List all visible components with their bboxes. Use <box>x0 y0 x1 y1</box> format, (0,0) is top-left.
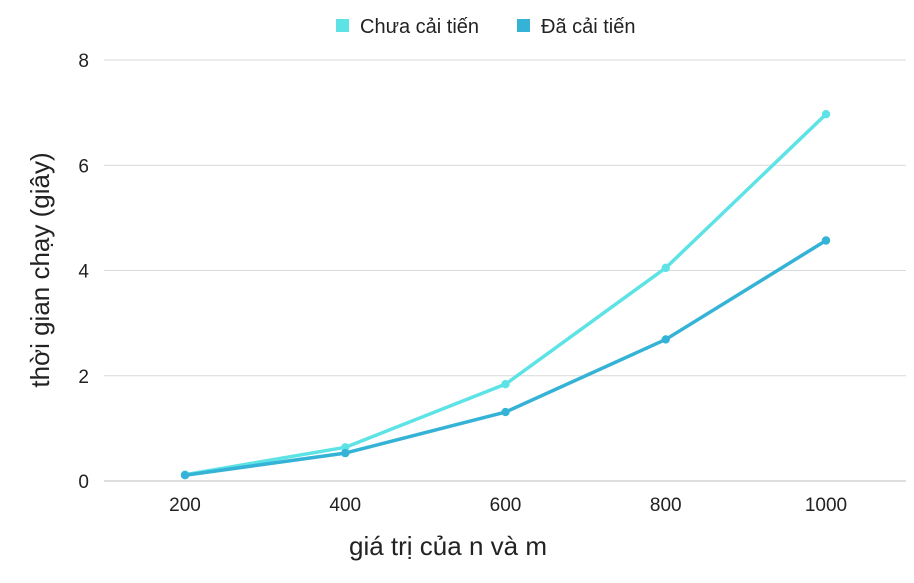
y-tick-label: 2 <box>78 367 89 388</box>
legend-label: Chưa cải tiến <box>360 16 479 38</box>
legend-label: Đã cải tiến <box>541 16 636 38</box>
x-tick-label: 600 <box>490 495 522 516</box>
y-tick-label: 8 <box>78 51 89 72</box>
data-point <box>341 448 350 458</box>
y-tick-label: 4 <box>78 262 89 283</box>
data-point <box>501 379 510 389</box>
x-tick-label: 1000 <box>805 495 847 516</box>
series-line-1 <box>183 112 828 477</box>
legend-swatch <box>336 19 349 32</box>
y-tick-label: 6 <box>78 156 89 177</box>
data-point <box>661 263 670 273</box>
x-axis-title: giá trị của n và m <box>349 531 547 561</box>
x-axis-ticks: 200 400 600 800 1000 <box>169 495 847 516</box>
legend: Chưa cải tiến Đã cải tiến <box>336 16 636 38</box>
series-lines <box>180 110 831 480</box>
y-axis-ticks: 0 2 4 6 8 <box>78 51 89 493</box>
x-tick-label: 400 <box>329 495 361 516</box>
data-point <box>821 236 831 245</box>
data-point <box>501 407 510 417</box>
series-line-2 <box>183 238 828 477</box>
data-point <box>180 471 190 480</box>
y-tick-label: 0 <box>78 472 89 493</box>
y-axis-title: thời gian chạy (giây) <box>25 152 55 387</box>
x-tick-label: 800 <box>650 495 682 516</box>
data-point <box>341 443 350 452</box>
data-point <box>821 110 831 119</box>
x-tick-label: 200 <box>169 495 201 516</box>
legend-swatch <box>517 19 530 32</box>
data-point <box>661 335 670 344</box>
gridlines <box>104 59 906 482</box>
